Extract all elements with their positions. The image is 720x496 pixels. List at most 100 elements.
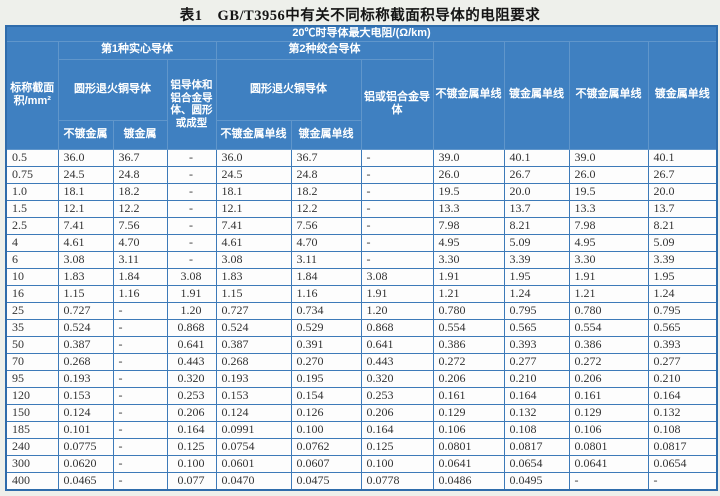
resistance-value: -	[166, 233, 217, 252]
resistance-value: 0.195	[290, 369, 362, 388]
resistance-value: 26.7	[647, 165, 718, 184]
resistance-value: 36.7	[112, 148, 168, 167]
resistance-value: -	[360, 233, 434, 252]
resistance-value: 0.206	[568, 369, 649, 388]
resistance-value: 0.0486	[432, 471, 505, 491]
resistance-value: 39.0	[432, 148, 505, 167]
resistance-value: 1.91	[166, 284, 217, 303]
resistance-value: 3.39	[647, 250, 718, 269]
resistance-value: 0.210	[647, 369, 718, 388]
resistance-value: 0.641	[360, 335, 434, 354]
resistance-value: 0.154	[290, 386, 362, 405]
resistance-value: 12.2	[290, 199, 362, 218]
resistance-value: 24.5	[215, 165, 292, 184]
table-row: 16 1.15 1.16 1.91 1.15 1.16 1.91 1.21 1.24 1.21 1.…	[5, 284, 718, 303]
resistance-value: 0.132	[503, 403, 570, 422]
resistance-value: 7.41	[57, 216, 114, 235]
resistance-value: 1.95	[647, 267, 718, 286]
resistance-value: 39.0	[568, 148, 649, 167]
resistance-value: 3.08	[57, 250, 114, 269]
resistance-value: 0.393	[647, 335, 718, 354]
resistance-value: 0.0762	[290, 437, 362, 456]
resistance-value: 1.16	[112, 284, 168, 303]
resistance-value: 0.0991	[215, 420, 292, 439]
resistance-value: -	[166, 216, 217, 235]
resistance-value: 0.443	[360, 352, 434, 371]
resistance-value: 20.0	[647, 182, 718, 201]
resistance-value: 0.0607	[290, 454, 362, 473]
resistance-value: 0.129	[432, 403, 505, 422]
resistance-value: -	[166, 182, 217, 201]
resistance-value: 7.56	[112, 216, 168, 235]
resistance-value: 18.1	[57, 182, 114, 201]
nominal-area-value: 70	[5, 352, 59, 371]
resistance-value: 0.0775	[57, 437, 114, 456]
resistance-value: 18.2	[112, 182, 168, 201]
header-plated-single-wire-b: 镀金属单线	[503, 40, 570, 150]
resistance-value: 0.100	[166, 454, 217, 473]
resistance-value: 7.98	[432, 216, 505, 235]
table-body: 0.5 36.0 36.7-36.0 36.7-39.0 40.1 39.0 40.1 0.7…	[5, 148, 718, 491]
resistance-value: 0.268	[215, 352, 292, 371]
resistance-value: 4.95	[568, 233, 649, 252]
resistance-value: -	[112, 403, 168, 422]
nominal-area-value: 300	[5, 454, 59, 473]
header-aluminum-stranded: 铝或铝合金导体	[360, 58, 434, 150]
resistance-value: 5.09	[647, 233, 718, 252]
resistance-value: 0.393	[503, 335, 570, 354]
resistance-value: 0.780	[568, 301, 649, 320]
resistance-value: 0.0601	[215, 454, 292, 473]
resistance-value: 0.727	[57, 301, 114, 320]
resistance-value: 4.61	[57, 233, 114, 252]
resistance-value: 26.0	[432, 165, 505, 184]
resistance-value: 36.7	[290, 148, 362, 167]
resistance-value: -	[360, 199, 434, 218]
resistance-value: 7.56	[290, 216, 362, 235]
resistance-value: -	[112, 454, 168, 473]
table-row: 150 0.124-0.206 0.124 0.126 0.206 0.129 0.132 0…	[5, 403, 718, 422]
resistance-value: 0.125	[360, 437, 434, 456]
header-plated: 镀金属	[112, 119, 168, 150]
header-max-resistance: 20℃时导体最大电阻/(Ω/km)	[5, 25, 718, 42]
resistance-value: 24.8	[112, 165, 168, 184]
resistance-value: 0.253	[360, 386, 434, 405]
resistance-value: 1.15	[57, 284, 114, 303]
resistance-value: 0.124	[215, 403, 292, 422]
nominal-area-value: 185	[5, 420, 59, 439]
resistance-value: 3.08	[166, 267, 217, 286]
resistance-value: 0.565	[647, 318, 718, 337]
resistance-value: 0.868	[166, 318, 217, 337]
resistance-value: -	[112, 386, 168, 405]
resistance-value: 1.20	[360, 301, 434, 320]
resistance-value: 0.795	[647, 301, 718, 320]
resistance-value: 0.734	[290, 301, 362, 320]
resistance-value: -	[112, 437, 168, 456]
resistance-value: 0.0654	[647, 454, 718, 473]
resistance-value: 7.41	[215, 216, 292, 235]
resistance-value: 3.30	[432, 250, 505, 269]
resistance-value: 8.21	[647, 216, 718, 235]
resistance-value: 1.21	[568, 284, 649, 303]
resistance-value: 0.206	[360, 403, 434, 422]
nominal-area-value: 4	[5, 233, 59, 252]
resistance-value: 0.206	[166, 403, 217, 422]
resistance-value: 0.106	[432, 420, 505, 439]
resistance-value: 0.780	[432, 301, 505, 320]
nominal-area-value: 0.75	[5, 165, 59, 184]
table-row: 70 0.268-0.443 0.268 0.270 0.443 0.272 0.277 0.…	[5, 352, 718, 371]
resistance-value: 0.524	[215, 318, 292, 337]
table-row: 1.0 18.1 18.2-18.1 18.2-19.5 20.0 19.5 20.0	[5, 182, 718, 201]
resistance-value: 24.5	[57, 165, 114, 184]
table-row: 4 4.61 4.70-4.61 4.70-4.95 5.09 4.95 5.09	[5, 233, 718, 252]
resistance-value: 0.108	[647, 420, 718, 439]
nominal-area-value: 2.5	[5, 216, 59, 235]
resistance-value: 4.70	[112, 233, 168, 252]
resistance-value: 40.1	[503, 148, 570, 167]
resistance-value: -	[166, 165, 217, 184]
resistance-value: 24.8	[290, 165, 362, 184]
resistance-value: -	[360, 165, 434, 184]
resistance-value: 19.5	[432, 182, 505, 201]
nominal-area-value: 6	[5, 250, 59, 269]
resistance-value: 0.386	[568, 335, 649, 354]
resistance-value: 0.164	[166, 420, 217, 439]
